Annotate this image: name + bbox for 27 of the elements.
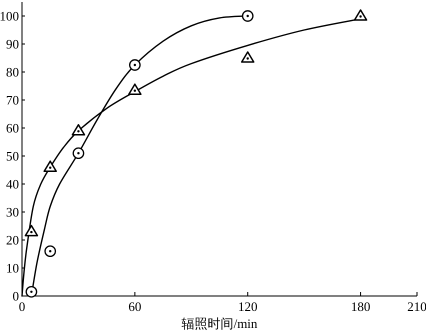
point (24, 224, 38, 236)
y-tick-label: 60 (6, 120, 19, 136)
point (129, 59, 141, 71)
y-tick-label: 30 (6, 204, 19, 220)
y-tick-label: 50 (6, 148, 19, 164)
x-tick-label: 120 (238, 299, 258, 314)
x-tick-label: 180 (350, 299, 370, 314)
y-tick-label: 70 (6, 92, 19, 108)
x-tick-label: 60 (128, 299, 142, 314)
y-tick-label: 80 (6, 64, 19, 80)
point (128, 83, 142, 95)
x-axis-title: 辐照时间/min (182, 316, 258, 331)
y-tick-label: 100 (0, 8, 19, 24)
point (43, 160, 57, 172)
y-tick-label: 40 (6, 176, 19, 192)
y-tick-label: 0 (12, 288, 19, 304)
point (72, 124, 86, 136)
x-tick-label: 210 (407, 299, 426, 314)
point (242, 10, 254, 22)
point (26, 286, 38, 298)
y-tick-label: 90 (6, 36, 19, 52)
point (72, 147, 84, 160)
y-tick-label: 20 (6, 232, 19, 248)
point (354, 9, 368, 21)
y-tick-label: 10 (6, 260, 19, 276)
point (44, 245, 56, 258)
point (240, 51, 254, 63)
